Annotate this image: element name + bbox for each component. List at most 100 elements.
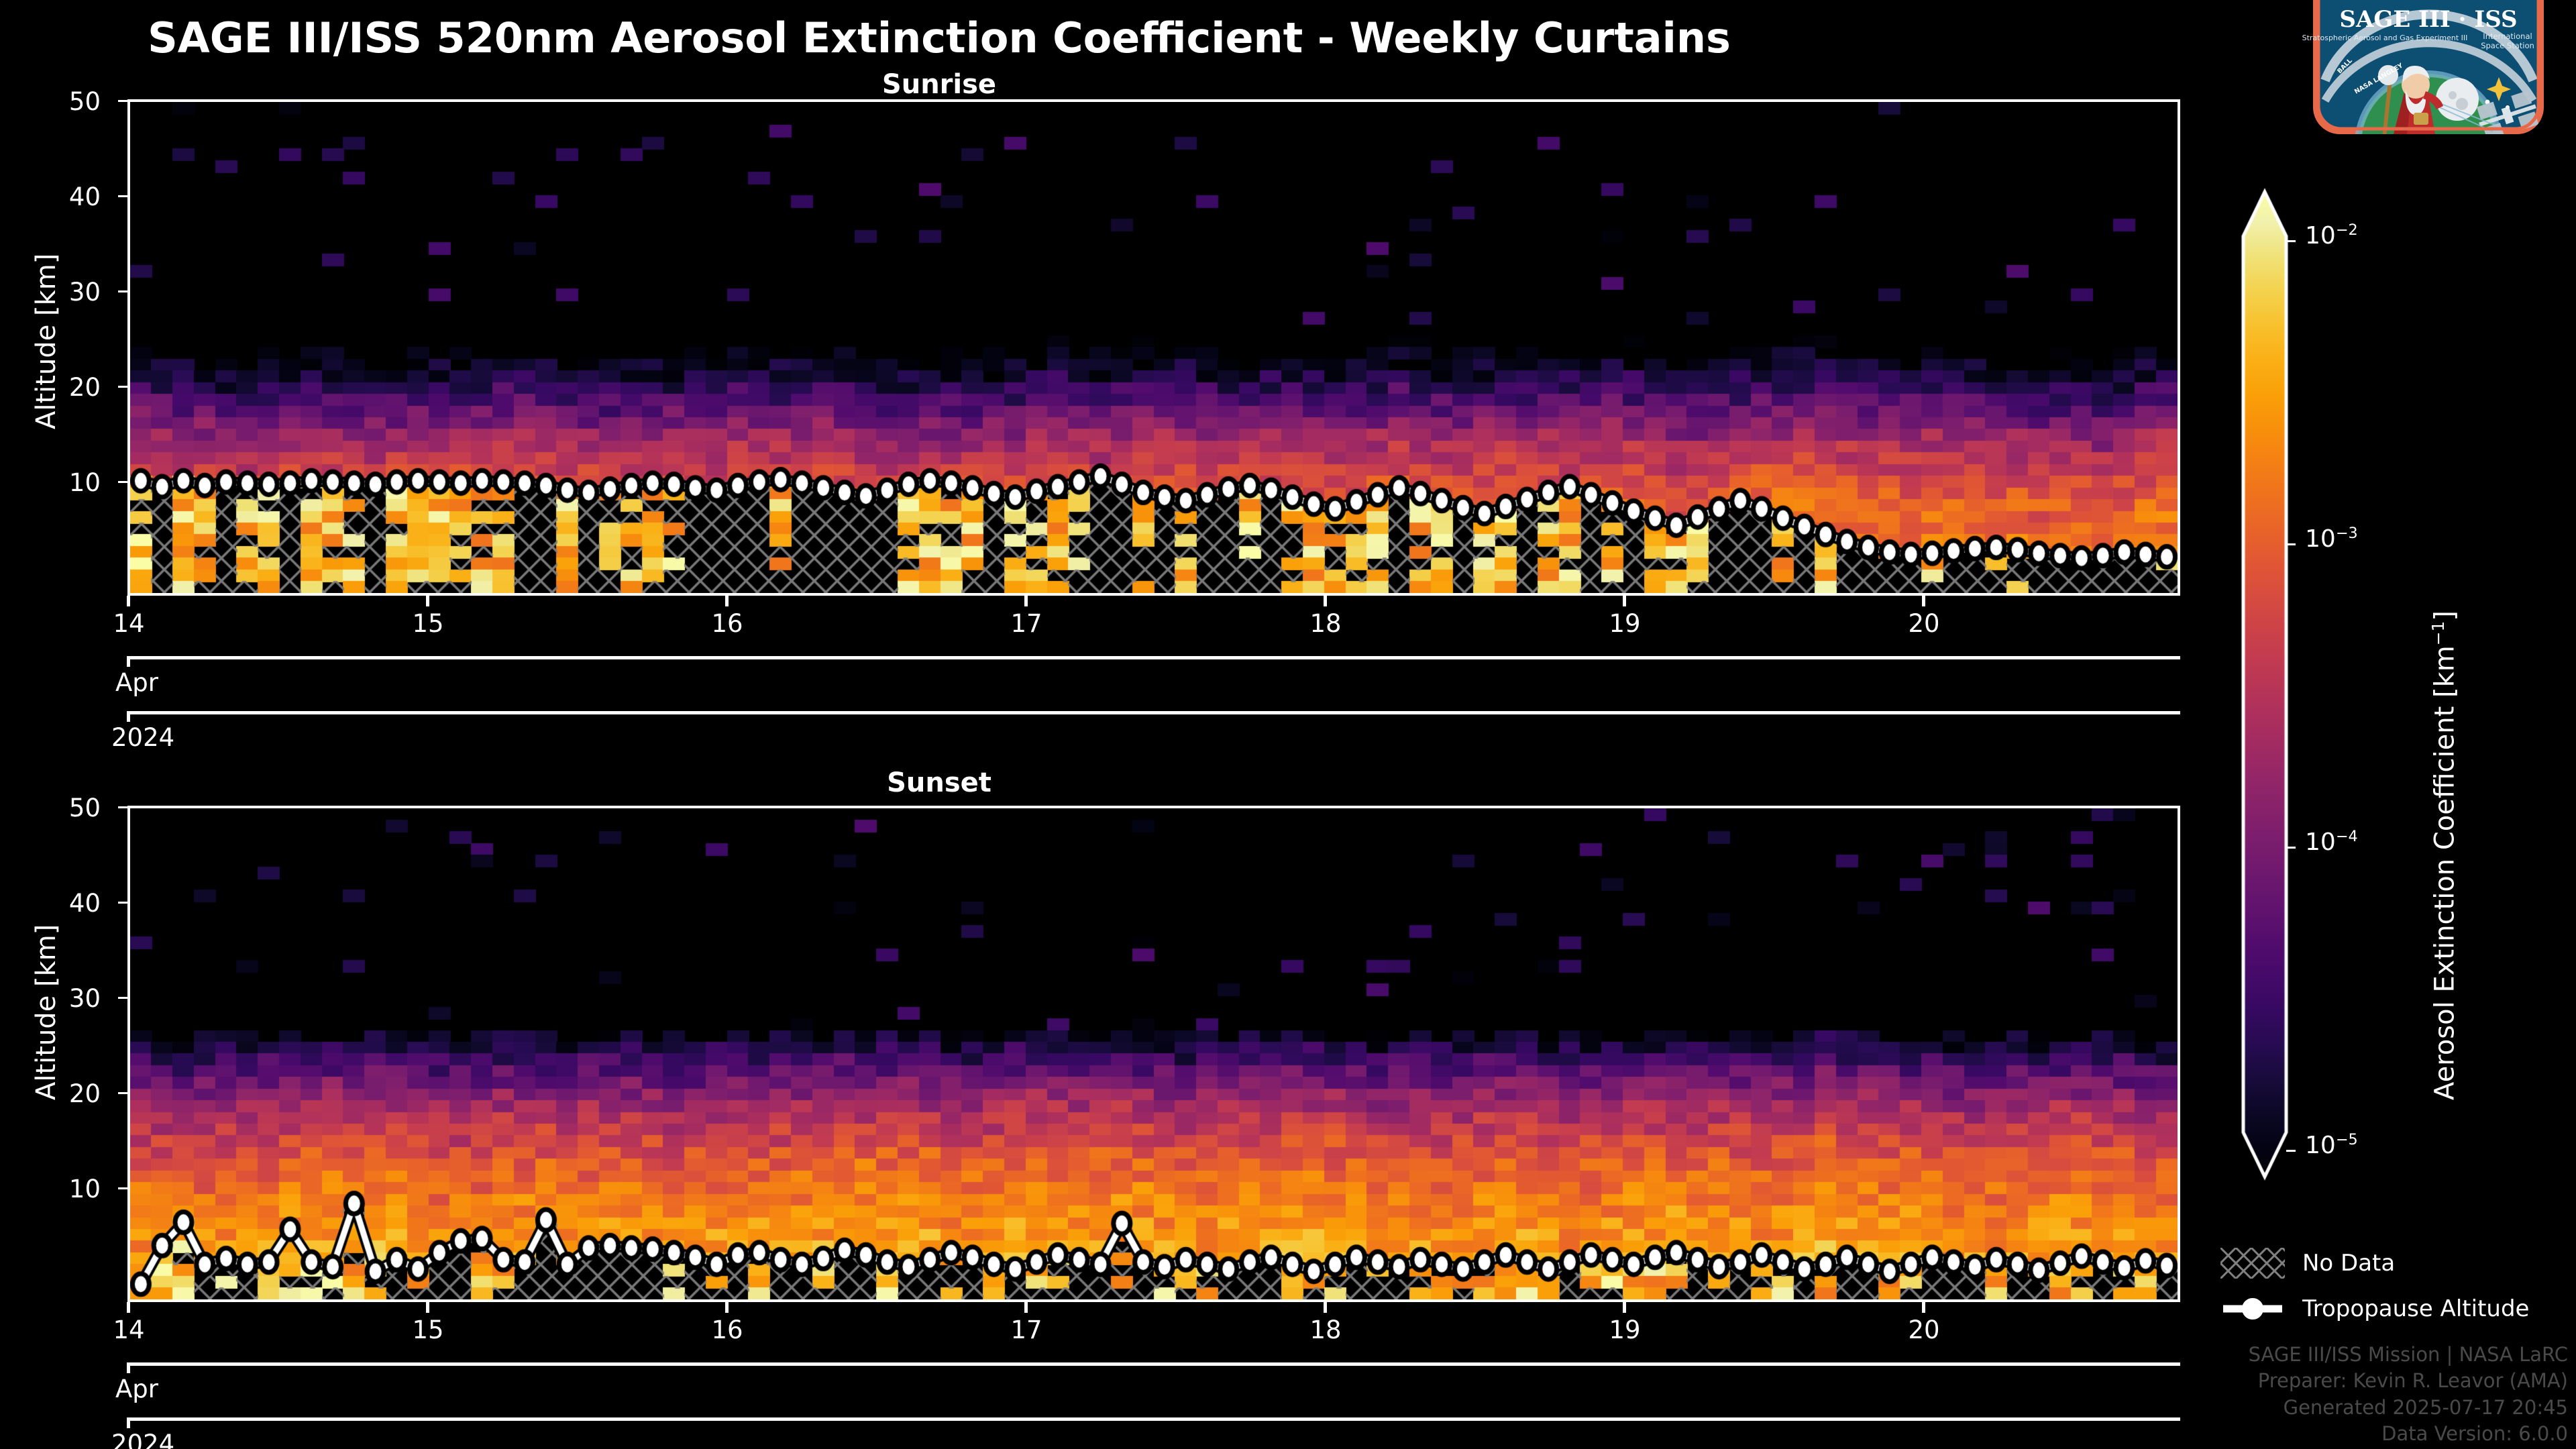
ytick-label: 30	[68, 984, 101, 1013]
xtick-label: 18	[1309, 609, 1342, 638]
xtick-mark	[1324, 1302, 1327, 1313]
xtick-label: 16	[711, 609, 743, 638]
xtick-mark	[1922, 1302, 1925, 1313]
ytick-mark	[118, 386, 127, 388]
xtick-label: 19	[1609, 609, 1641, 638]
page-title: SAGE III/ISS 520nm Aerosol Extinction Co…	[148, 13, 1731, 62]
sunrise-heatmap-canvas	[130, 102, 2178, 593]
xtick-mark	[426, 596, 429, 606]
month-span-line	[127, 1362, 2180, 1366]
footer-credits: SAGE III/ISS Mission | NASA LaRC Prepare…	[2249, 1342, 2568, 1448]
xtick-mark	[1024, 1302, 1028, 1313]
ytick-label: 30	[68, 278, 101, 307]
xtick-mark	[426, 1302, 429, 1313]
xtick-label: 15	[412, 1316, 444, 1344]
logo-subtitle-left: Stratospheric Aerosol and Gas Experiment…	[2302, 34, 2468, 42]
sage-iii-iss-logo: BALL NASA LANGLEY SAGE III · ISS Stratos…	[2294, 0, 2563, 134]
colorbar-tick-exponent: −4	[2335, 828, 2358, 845]
xtick-label: 19	[1609, 1316, 1641, 1344]
legend-label-no-data: No Data	[2302, 1250, 2396, 1277]
no-data-hatch-icon	[2220, 1248, 2285, 1279]
xtick-mark	[1324, 596, 1327, 606]
logo-subtitle-right-2: Space Station	[2481, 41, 2534, 50]
xtick-label: 16	[711, 1316, 743, 1344]
xtick-label: 17	[1010, 609, 1042, 638]
footer-line-generated: Generated 2025-07-17 20:45	[2283, 1395, 2568, 1419]
xtick-label: 17	[1010, 1316, 1042, 1344]
month-label: Apr	[115, 1375, 159, 1403]
colorbar-tick-mark	[2286, 1150, 2296, 1152]
month-span-tick	[127, 1362, 130, 1373]
legend-label-tropopause: Tropopause Altitude	[2302, 1295, 2530, 1322]
xtick-mark	[725, 596, 729, 606]
xtick-label: 15	[412, 609, 444, 638]
sunset-plot-area	[127, 806, 2180, 1302]
xtick-mark	[1623, 596, 1626, 606]
ytick-mark	[118, 902, 127, 904]
xtick-mark	[1024, 596, 1028, 606]
panel-sunset-title: Sunset	[887, 767, 991, 798]
ytick-label: 10	[68, 468, 101, 497]
colorbar-tick-label: 10−4	[2305, 828, 2358, 856]
colorbar-tick-label: 10−3	[2305, 525, 2358, 553]
month-label: Apr	[115, 668, 159, 697]
colorbar-tick-exponent: −3	[2335, 525, 2358, 542]
colorbar-tick-mark	[2286, 543, 2296, 545]
ytick-mark	[118, 806, 127, 808]
ytick-label: 20	[68, 373, 101, 402]
xtick-mark	[1922, 596, 1925, 606]
ytick-mark	[118, 290, 127, 292]
colorbar-tick-mark	[2286, 847, 2296, 849]
colorbar-tick-label: 10−5	[2305, 1131, 2358, 1159]
colorbar-tick-mantissa: 10	[2305, 525, 2336, 553]
panel-sunrise-title: Sunrise	[881, 69, 997, 100]
footer-line-preparer: Preparer: Kevin R. Leavor (AMA)	[2257, 1369, 2568, 1393]
ytick-label: 50	[68, 794, 101, 822]
year-span-line	[127, 711, 2180, 714]
colorbar-axis-label-exp: −1	[2428, 621, 2448, 646]
ytick-mark	[118, 481, 127, 483]
ytick-label: 20	[68, 1079, 101, 1108]
logo-title: SAGE III · ISS	[2339, 6, 2517, 33]
colorbar-tick-exponent: −2	[2335, 221, 2358, 239]
xtick-mark	[725, 1302, 729, 1313]
colorbar-axis-label: Aerosol Extinction Coefficient [km−1]	[2428, 610, 2460, 1100]
colorbar-tick-mantissa: 10	[2305, 828, 2336, 856]
colorbar-axis-label-text: Aerosol Extinction Coefficient [km	[2429, 645, 2461, 1100]
sunrise-plot-area	[127, 99, 2180, 596]
colorbar-tick-mantissa: 10	[2305, 1132, 2336, 1159]
ytick-mark	[118, 1092, 127, 1094]
xtick-label: 14	[113, 1316, 145, 1344]
footer-line-version: Data Version: 6.0.0	[2381, 1422, 2568, 1446]
sunset-heatmap-canvas	[130, 808, 2178, 1299]
xtick-mark	[1623, 1302, 1626, 1313]
colorbar	[2234, 188, 2314, 1181]
logo-subtitle-right-1: International	[2483, 32, 2532, 41]
panel-sunrise: Sunrise Altitude [km] 50 40 30 20 10 14 …	[31, 69, 2180, 752]
year-label: 2024	[111, 723, 175, 752]
footer-line-mission: SAGE III/ISS Mission | NASA LaRC	[2248, 1343, 2568, 1366]
colorbar-axis-label-tail: ]	[2429, 610, 2461, 621]
legend-item-no-data: No Data	[2220, 1248, 2395, 1279]
xtick-label: 14	[113, 609, 145, 638]
ytick-label: 40	[68, 889, 101, 918]
ytick-mark	[118, 1187, 127, 1189]
xtick-label: 20	[1908, 609, 1940, 638]
colorbar-tick-label: 10−2	[2305, 221, 2358, 250]
year-span-tick	[127, 711, 130, 722]
year-span-line	[127, 1417, 2180, 1421]
ytick-label: 10	[68, 1175, 101, 1203]
xtick-label: 20	[1908, 1316, 1940, 1344]
ytick-label: 40	[68, 182, 101, 211]
colorbar-tick-mantissa: 10	[2305, 222, 2336, 250]
month-span-line	[127, 656, 2180, 659]
colorbar-tick-exponent: −5	[2335, 1131, 2358, 1148]
ytick-label: 50	[68, 87, 101, 116]
xtick-label: 18	[1309, 1316, 1342, 1344]
tropopause-line-marker-icon	[2220, 1293, 2285, 1324]
year-span-tick	[127, 1417, 130, 1428]
ytick-mark	[118, 195, 127, 197]
colorbar-canvas	[2234, 188, 2314, 1181]
ytick-mark	[118, 100, 127, 102]
